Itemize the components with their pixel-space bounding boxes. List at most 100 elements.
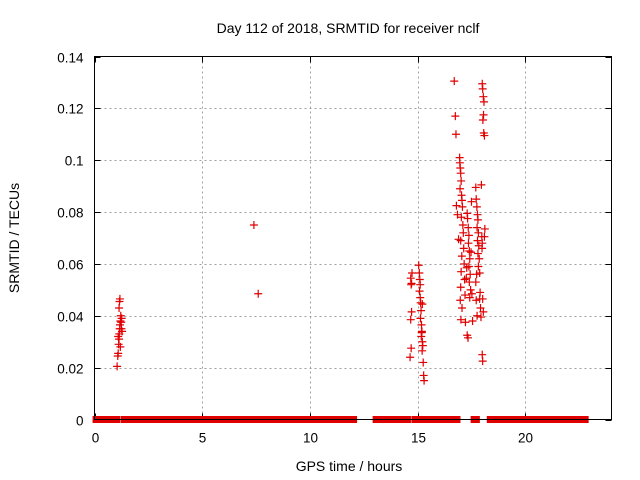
- data-point: [418, 300, 427, 309]
- data-point: [478, 244, 487, 253]
- data-point: [406, 353, 415, 362]
- data-point: [408, 269, 417, 278]
- x-tick-label: 15: [411, 431, 426, 446]
- data-point: [452, 201, 461, 210]
- data-point: [407, 279, 416, 288]
- data-point: [416, 280, 425, 289]
- data-point: [465, 246, 474, 255]
- data-point: [451, 112, 460, 121]
- data-point: [475, 269, 484, 278]
- data-point: [456, 296, 465, 305]
- x-tick-label: 20: [518, 431, 533, 446]
- data-point: [454, 235, 463, 244]
- data-point: [114, 332, 123, 341]
- data-point: [473, 236, 482, 245]
- data-point: [407, 344, 416, 353]
- y-axis-label: SRMTID / TECUs: [6, 183, 22, 293]
- y-tick-label: 0.12: [57, 102, 83, 117]
- data-point: [478, 84, 487, 93]
- data-point: [480, 224, 489, 233]
- data-point: [417, 306, 426, 315]
- data-point: [476, 313, 485, 322]
- data-point: [116, 342, 125, 351]
- data-point: [467, 289, 476, 298]
- x-tick-label: 5: [199, 431, 207, 446]
- data-point: [472, 202, 481, 211]
- data-point: [457, 252, 466, 261]
- data-point: [418, 346, 427, 355]
- data-point: [458, 221, 467, 230]
- data-point: [113, 362, 122, 371]
- data-point: [118, 327, 127, 336]
- data-point: [451, 130, 460, 139]
- data-point: [406, 315, 415, 324]
- data-point: [462, 274, 471, 283]
- data-points: [113, 77, 489, 385]
- data-point: [456, 236, 465, 245]
- y-tick-label: 0.06: [57, 258, 83, 273]
- data-point: [480, 131, 489, 140]
- data-point: [114, 349, 123, 358]
- data-point: [249, 221, 258, 230]
- data-point: [474, 262, 483, 271]
- data-point: [479, 92, 488, 101]
- data-point: [115, 294, 124, 303]
- x-tick-label: 10: [303, 431, 318, 446]
- x-tick-label: 0: [92, 431, 100, 446]
- data-point: [459, 244, 468, 253]
- data-point: [417, 328, 426, 337]
- y-tick-label: 0: [76, 414, 84, 429]
- data-point: [414, 261, 423, 270]
- data-point: [416, 314, 425, 323]
- grid-lines: [94, 56, 612, 420]
- data-point: [467, 248, 476, 257]
- data-point: [456, 184, 465, 193]
- data-point: [467, 197, 476, 206]
- data-point: [117, 314, 126, 323]
- data-point: [473, 215, 482, 224]
- data-point: [464, 223, 473, 232]
- data-point: [464, 333, 473, 342]
- data-point: [415, 287, 424, 296]
- data-point: [464, 239, 473, 248]
- y-tick-label: 0.1: [65, 154, 84, 169]
- data-point: [450, 77, 459, 86]
- data-point: [479, 307, 488, 316]
- data-point: [473, 311, 482, 320]
- data-point: [457, 267, 466, 276]
- axis-ticks: 0 0.02 0.04 0.06 0.08 0.1 0.12 0.14 0 5 10 15 20: [57, 51, 612, 446]
- data-point: [473, 249, 482, 258]
- data-point: [478, 357, 487, 366]
- y-tick-label: 0.04: [57, 310, 84, 325]
- data-point: [468, 316, 477, 325]
- y-tick-label: 0.14: [57, 51, 84, 66]
- data-point: [477, 180, 486, 189]
- chart-title: Day 112 of 2018, SRMTID for receiver ncl…: [217, 20, 480, 36]
- data-point: [456, 283, 465, 292]
- data-point: [479, 110, 488, 119]
- data-point: [419, 358, 428, 367]
- data-point: [472, 195, 481, 204]
- data-point: [458, 304, 467, 313]
- plot-frame: [94, 56, 612, 420]
- y-tick-label: 0.02: [57, 362, 83, 377]
- data-point: [416, 298, 425, 307]
- data-point: [478, 294, 487, 303]
- data-point: [471, 278, 480, 287]
- data-point: [457, 213, 466, 222]
- data-point: [458, 202, 467, 211]
- y-tick-label: 0.08: [57, 206, 83, 221]
- data-point: [459, 228, 468, 237]
- data-point: [254, 289, 263, 298]
- data-point: [474, 228, 483, 237]
- data-point: [418, 341, 427, 350]
- data-point: [478, 116, 487, 125]
- data-point: [462, 263, 471, 272]
- data-point: [466, 285, 475, 294]
- data-point: [463, 214, 472, 223]
- data-point: [471, 183, 480, 192]
- data-point: [456, 315, 465, 324]
- data-point: [480, 232, 489, 241]
- data-point: [461, 291, 470, 300]
